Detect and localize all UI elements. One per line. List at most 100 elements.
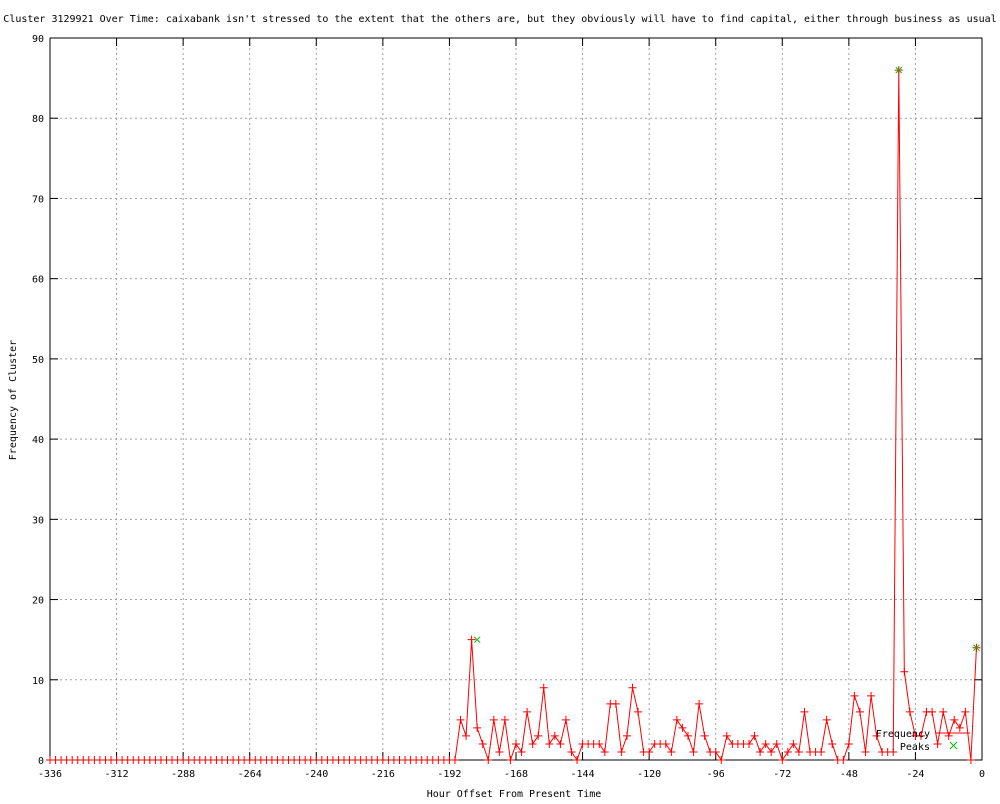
y-tick-label: 60 [32,275,44,286]
x-tick-label: -216 [371,769,395,780]
frequency-point [495,747,504,756]
legend-label-peaks: Peaks [900,742,930,753]
x-tick-label: -264 [238,769,262,780]
frequency-point [600,747,609,756]
legend-label-frequency: Frequency [876,729,930,740]
x-tick-label: -48 [840,769,858,780]
x-tick-label: -24 [906,769,924,780]
frequency-point [550,731,559,740]
frequency-point [905,707,914,716]
frequency-point [900,667,909,676]
y-tick-label: 70 [32,194,44,205]
frequency-point [450,756,459,764]
frequency-point [850,691,859,700]
axis-ticks: -336 -312 -288 -264 -240 -216 -192 -168 -144 -120… [32,34,985,780]
frequency-point [789,739,798,748]
frequency-point [839,756,848,764]
frequency-point [561,715,570,724]
y-tick-label: 40 [32,435,44,446]
frequency-point [939,707,948,716]
frequency-point [478,739,487,748]
frequency-point [700,731,709,740]
frequency-point [661,739,670,748]
y-axis-label: Frequency of Cluster [8,340,19,460]
frequency-point [872,731,881,740]
y-tick-label: 0 [38,756,44,767]
frequency-point [539,683,548,692]
frequency-point [745,739,753,748]
frequency-point [462,731,471,740]
frequency-point [534,731,543,740]
frequency-point [822,715,831,724]
frequency-point [761,739,770,748]
y-tick-label: 20 [32,596,44,607]
frequency-point [556,739,565,748]
frequency-point [889,747,898,756]
x-tick-label: -288 [171,769,195,780]
frequency-point [628,683,637,692]
x-axis-label: Hour Offset From Present Time [427,789,602,800]
x-tick-label: -192 [437,769,461,780]
frequency-point [456,715,465,724]
frequency-point [672,715,681,724]
grid [50,38,982,760]
x-tick-label: -120 [637,769,661,780]
y-tick-label: 90 [32,34,44,45]
frequency-point [750,731,759,740]
frequency-point [467,635,476,644]
legend: Frequency Peaks [876,729,970,753]
frequency-point [783,747,792,756]
frequency-point [767,747,776,756]
frequency-point [689,747,698,756]
frequency-line [50,70,977,762]
frequency-point [916,731,925,740]
frequency-point [523,707,532,716]
frequency-point [950,715,959,724]
frequency-point [933,739,942,748]
peak-marker [973,644,980,652]
frequency-point [473,723,482,732]
frequency-point [855,707,864,716]
frequency-point [617,747,626,756]
x-tick-label: -168 [504,769,528,780]
frequency-point [961,707,970,716]
frequency-point [545,739,554,748]
frequency-point [794,747,803,756]
frequency-point [844,739,853,748]
frequency-point [634,707,643,716]
frequency-point [489,715,498,724]
y-tick-label: 80 [32,114,44,125]
frequency-point [528,739,537,748]
frequency-point [595,739,604,748]
frequency-point [512,739,520,748]
frequency-point [667,747,676,756]
frequency-point [928,707,937,716]
peak-marker [473,636,481,644]
frequency-point [828,739,837,748]
frequency-point [861,747,870,756]
frequency-point [484,756,493,764]
frequency-point [800,707,809,716]
x-tick-label: -72 [773,769,791,780]
frequency-point [500,715,509,724]
x-tick-label: -144 [571,769,595,780]
y-tick-label: 50 [32,355,44,366]
frequency-point [955,723,964,732]
chart-title: Cluster 3129921 Over Time: caixabank isn… [3,14,996,25]
frequency-point [506,756,515,764]
x-tick-label: -312 [105,769,129,780]
frequency-point [867,691,876,700]
frequency-point [817,747,826,756]
x-tick-label: 0 [979,769,985,780]
frequency-point [756,747,765,756]
frequency-point [573,756,582,764]
y-tick-label: 10 [32,676,44,687]
y-tick-label: 30 [32,515,44,526]
frequency-point [778,756,787,764]
series-layer [46,66,981,764]
frequency-point [966,756,975,764]
frequency-point [567,747,576,756]
frequency-point [678,723,687,732]
frequency-point [695,699,704,708]
